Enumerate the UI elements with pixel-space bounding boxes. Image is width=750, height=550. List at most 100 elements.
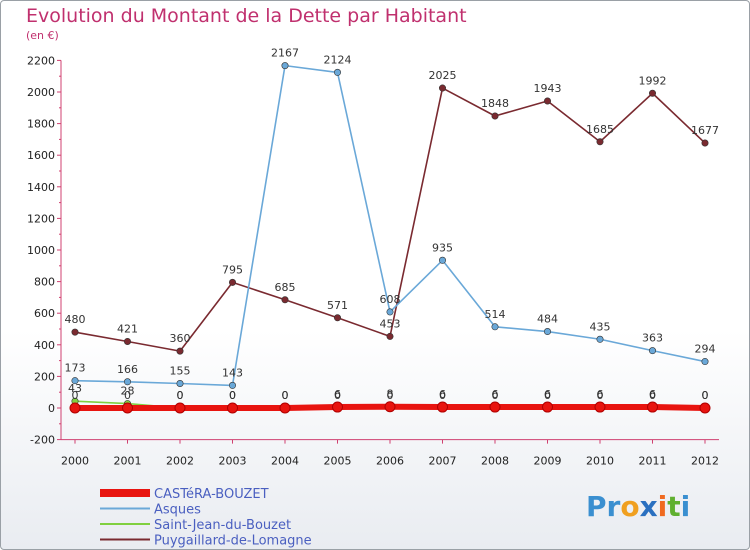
data-point	[594, 401, 606, 413]
y-tick-label: -200	[30, 434, 55, 447]
data-label: 1677	[691, 124, 719, 137]
logo-letter: Pr	[586, 490, 621, 523]
x-tick-label: 2004	[271, 455, 299, 468]
data-label: 6	[492, 388, 499, 401]
data-point	[333, 68, 341, 76]
data-label: 0	[229, 389, 236, 402]
data-point	[438, 84, 446, 92]
data-point	[174, 402, 186, 414]
data-label: 0	[177, 389, 184, 402]
data-label: 421	[117, 322, 138, 335]
data-point	[71, 328, 79, 336]
data-label: 435	[590, 320, 611, 333]
logo-letter: i	[681, 490, 691, 523]
x-tick-label: 2002	[166, 455, 194, 468]
y-tick-label: 600	[34, 307, 55, 320]
data-point	[71, 377, 79, 385]
legend-label: CASTéRA-BOUZET	[154, 487, 269, 502]
legend-label: Puygaillard-de-Lomagne	[154, 534, 312, 549]
data-point	[176, 380, 184, 388]
x-tick-label: 2012	[691, 455, 719, 468]
x-tick-label: 2010	[586, 455, 614, 468]
data-point	[69, 402, 81, 414]
data-label: 0	[177, 389, 184, 402]
data-point	[386, 332, 394, 340]
data-label: 6	[597, 388, 604, 401]
data-point	[124, 337, 132, 345]
x-tick-label: 2009	[534, 455, 562, 468]
chart-subtitle: (en €)	[26, 29, 59, 42]
data-point	[124, 378, 132, 386]
data-label: 43	[68, 382, 82, 395]
data-label: 2124	[324, 53, 352, 66]
data-label: 28	[121, 385, 135, 398]
data-label: 1685	[586, 123, 614, 136]
logo-letter: t	[667, 490, 680, 523]
data-label: 685	[275, 281, 296, 294]
data-labels: 480 421 360 795 685 571 453 2025 1848 1943 1685 199…	[65, 47, 720, 402]
data-label: 0	[72, 389, 79, 402]
data-point	[701, 139, 709, 147]
data-label: 1943	[534, 82, 562, 95]
data-label: 0	[544, 389, 551, 402]
x-tick-label: 2008	[481, 455, 509, 468]
x-tick-label: 2001	[114, 455, 142, 468]
data-label: 935	[432, 241, 453, 254]
data-point	[122, 402, 133, 414]
y-tick-label: 200	[34, 370, 55, 383]
data-label: 795	[222, 263, 243, 276]
data-label: 0	[492, 389, 499, 402]
y-tick-label: 1800	[27, 118, 55, 131]
series-group	[69, 62, 711, 414]
data-point	[596, 138, 604, 146]
y-tick-label: 1000	[27, 244, 55, 257]
y-tick-label: 2000	[27, 86, 55, 99]
data-point	[384, 401, 396, 413]
data-label: 0	[702, 389, 709, 402]
legend-label: Asques	[154, 503, 201, 518]
data-label: 0	[649, 389, 656, 402]
data-label: 0	[282, 389, 289, 402]
data-point	[543, 328, 551, 336]
data-label: 143	[222, 366, 243, 379]
data-label: 453	[380, 317, 401, 330]
data-point	[701, 358, 709, 366]
data-label: 480	[65, 313, 86, 326]
data-point	[699, 402, 711, 414]
y-tick-label: 400	[34, 339, 55, 352]
x-tick-label: 2000	[61, 455, 89, 468]
data-point	[491, 323, 499, 331]
data-label: 8	[387, 388, 394, 401]
y-tick-label: 2200	[27, 54, 55, 67]
data-point	[648, 347, 656, 355]
logo-letter: o	[620, 490, 639, 523]
axes: -200020040060080010001200140016001800200…	[27, 54, 719, 468]
data-label: 0	[439, 389, 446, 402]
data-label: 0	[702, 389, 709, 402]
data-label: 173	[65, 362, 86, 375]
data-point	[489, 401, 501, 413]
x-tick-label: 2003	[219, 455, 247, 468]
data-point	[542, 401, 553, 413]
data-point	[438, 256, 446, 264]
data-point	[229, 381, 237, 389]
data-point	[281, 62, 289, 70]
data-label: 608	[380, 293, 401, 306]
x-tick-label: 2006	[376, 455, 404, 468]
data-point	[647, 401, 658, 413]
data-point	[281, 296, 289, 304]
data-label: 1992	[639, 74, 667, 87]
data-label: 484	[537, 313, 558, 326]
logo-letter: i	[658, 490, 668, 523]
data-point	[333, 314, 341, 322]
data-point	[437, 401, 448, 413]
y-tick-label: 0	[48, 402, 55, 415]
data-label: 363	[642, 332, 663, 345]
x-tick-label: 2007	[429, 455, 457, 468]
data-point	[491, 112, 499, 120]
logo-letter: x	[640, 490, 658, 523]
data-label: 6	[649, 388, 656, 401]
x-tick-label: 2005	[324, 455, 352, 468]
chart-title: Evolution du Montant de la Dette par Hab…	[26, 5, 467, 27]
